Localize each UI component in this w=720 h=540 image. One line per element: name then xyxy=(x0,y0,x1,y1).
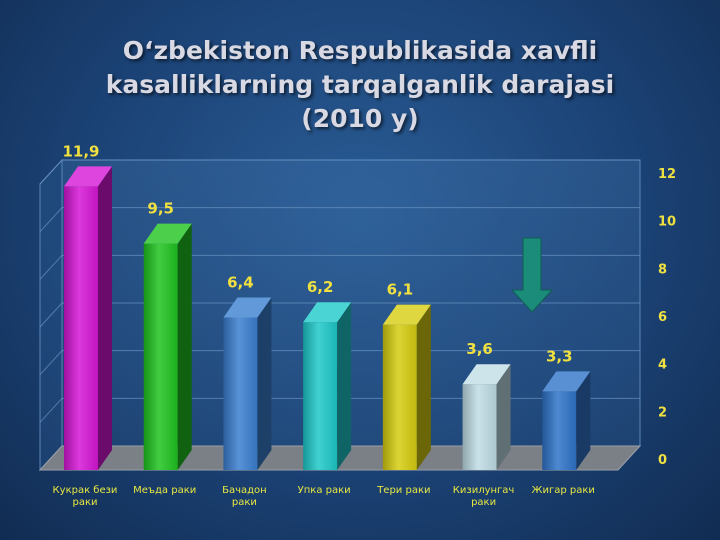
gridline xyxy=(39,159,640,185)
y-tick-label: 4 xyxy=(658,358,667,373)
value-label: 11,9 xyxy=(62,142,99,160)
gridline xyxy=(39,207,640,233)
value-label: 6,1 xyxy=(387,281,414,299)
bar-front xyxy=(223,317,258,470)
category-label: Тери раки xyxy=(376,485,430,496)
bar-top xyxy=(462,364,511,385)
value-label: 6,2 xyxy=(307,278,334,296)
bar-side xyxy=(496,364,511,470)
bar xyxy=(64,166,112,470)
bar-side xyxy=(98,166,112,470)
gridline xyxy=(39,350,640,376)
chart-title-line-2: kasalliklarning tarqalganlik darajasi xyxy=(105,70,615,99)
value-label: 6,4 xyxy=(227,273,254,291)
category-label: раки xyxy=(72,497,97,508)
bar-front xyxy=(542,391,577,470)
bar-front xyxy=(462,384,497,470)
y-tick-label: 10 xyxy=(658,215,676,230)
down-arrow-icon xyxy=(510,237,554,313)
category-label: Кизилунгач xyxy=(453,485,515,496)
gridline xyxy=(39,397,640,423)
bar-side xyxy=(337,302,352,470)
value-label: 3,6 xyxy=(466,340,493,358)
bar xyxy=(303,302,352,470)
bar-side xyxy=(576,371,591,470)
bar-front xyxy=(303,322,338,470)
bar-top xyxy=(382,304,431,325)
y-tick-label: 8 xyxy=(658,262,667,277)
bar-top xyxy=(542,371,591,392)
bar-front xyxy=(143,243,178,470)
bar-top xyxy=(64,166,112,187)
chart-bars xyxy=(64,166,591,470)
bar-side xyxy=(177,223,192,470)
bar-side xyxy=(257,297,272,470)
y-tick-label: 2 xyxy=(658,405,667,420)
bar-top xyxy=(223,297,272,318)
y-tick-label: 12 xyxy=(658,167,676,182)
bar-top xyxy=(143,223,192,244)
category-label: Кукрак бези xyxy=(53,485,118,496)
gridline xyxy=(39,302,640,328)
bar xyxy=(143,223,192,470)
chart-title-line-3: (2010 y) xyxy=(301,104,419,133)
bar xyxy=(223,297,272,470)
category-label: раки xyxy=(471,497,496,508)
gridline xyxy=(39,254,640,280)
bar-side xyxy=(416,304,431,470)
category-label: Бачадон xyxy=(222,485,267,496)
value-label: 3,3 xyxy=(546,347,573,365)
category-label: Упка раки xyxy=(298,485,351,496)
chart-title: O‘zbekiston Respublikasida xavfli kasall… xyxy=(60,34,660,136)
bar-front xyxy=(64,186,98,470)
y-tick-label: 6 xyxy=(658,310,667,325)
category-label: Жигар раки xyxy=(532,485,595,496)
bar xyxy=(382,304,431,470)
bar-top xyxy=(303,302,352,323)
y-tick-label: 0 xyxy=(658,453,667,468)
bar-front xyxy=(382,324,417,470)
value-label: 9,5 xyxy=(147,200,174,218)
category-label: Меъда раки xyxy=(133,485,196,496)
bar xyxy=(462,364,511,470)
chart-title-line-1: O‘zbekiston Respublikasida xavfli xyxy=(122,36,598,65)
bar xyxy=(542,371,591,470)
category-label: раки xyxy=(232,497,257,508)
